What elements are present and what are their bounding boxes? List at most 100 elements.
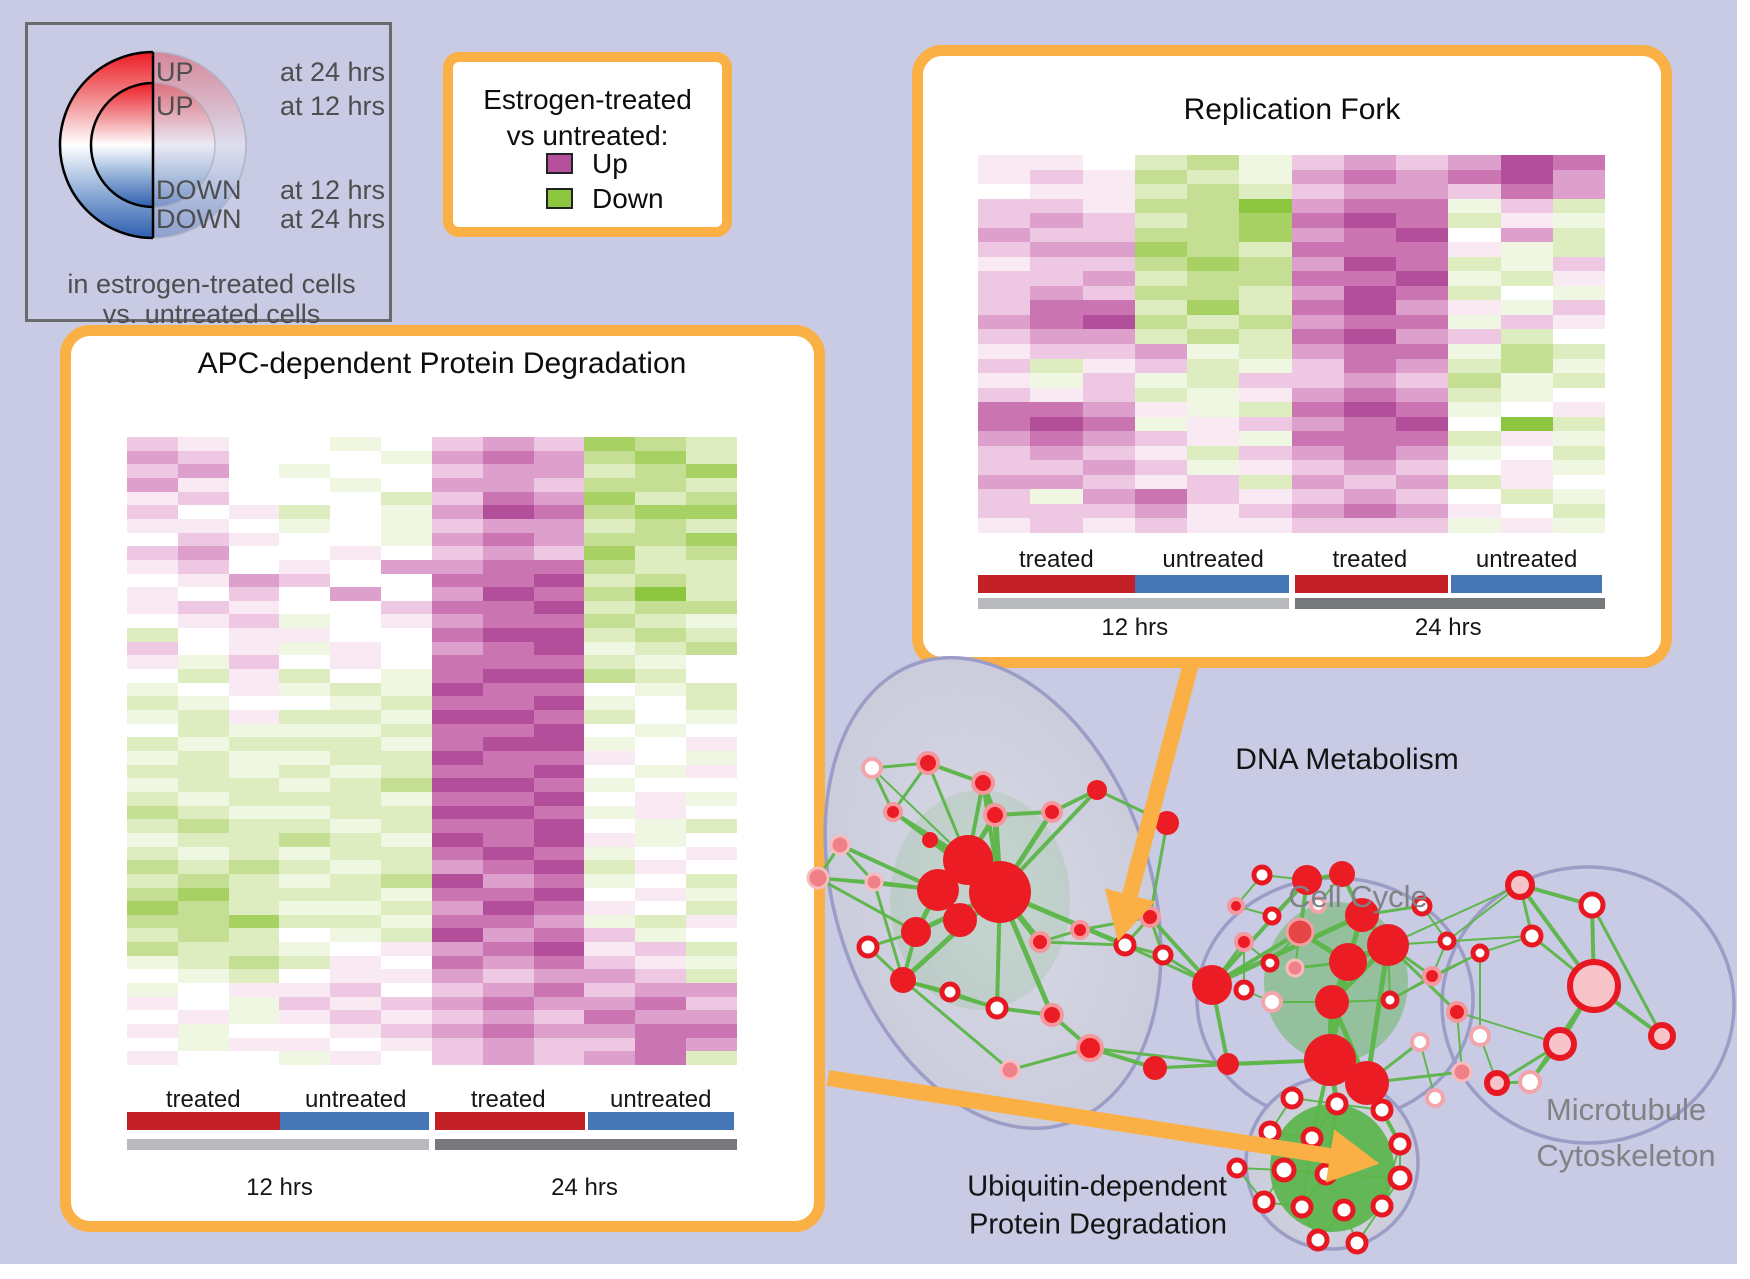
heatmap-cell [381,696,432,711]
heatmap-cell [228,860,280,874]
heatmap-cell [1552,358,1605,374]
heatmap-cell [1552,445,1605,461]
heatmap-cell [1291,271,1344,286]
heatmap-cell [1030,314,1083,330]
heatmap-cell [1134,489,1187,504]
heatmap-cell [228,819,280,833]
heatmap-cell [533,437,585,451]
heatmap-cell [482,600,534,615]
heatmap-cell [279,723,331,738]
heatmap-cell [686,737,737,751]
heatmap-cell [533,819,585,833]
heatmap-cell [1082,373,1135,388]
heatmap-cell [127,983,178,997]
heatmap-cell [584,628,636,642]
heatmap-cell [431,805,483,820]
heatmap-cell [482,1010,534,1025]
heatmap-cell [177,682,229,697]
heatmap-cell [1291,227,1344,243]
heatmap-cell [1030,155,1083,170]
heatmap-cell [978,460,1031,475]
heatmap-cell [177,764,229,779]
condition-label-treated-0: treated [165,1086,241,1113]
time-label-24-hrs: 24 hrs [551,1174,618,1201]
heatmap-cell [127,942,178,956]
time-bar-24 hrs [1294,598,1605,609]
heatmap-cell [1552,213,1605,228]
heatmap-cell [228,587,280,601]
heatmap-cell [127,655,178,670]
time-label-12-hrs: 12 hrs [1101,614,1169,641]
heatmap-cell [1239,184,1292,199]
heatmap-cell [686,464,737,478]
condition-color-bar [435,1112,585,1130]
heatmap-cell [1239,431,1292,446]
heatmap-cell [1082,213,1135,228]
heatmap-cell [482,860,534,874]
heatmap-cell [228,901,280,915]
heatmap-cell [1343,213,1396,228]
heatmap-cell [686,778,737,792]
heatmap-cell [584,532,636,547]
heatmap-cell [635,587,687,601]
heatmap-cell [1500,314,1553,330]
heatmap-cell [686,1037,737,1052]
time-label-12-hrs: 12 hrs [246,1174,313,1201]
heatmap-cell [533,791,585,806]
heatmap-cell [1082,445,1135,461]
heatmap-cell [533,832,585,847]
heatmap-cell [228,641,280,656]
heatmap-cell [1030,489,1083,504]
heatmap-cell [1291,242,1344,257]
heatmap-cell [431,996,483,1011]
heatmap-cell [431,464,483,478]
heatmap-cell [330,614,382,629]
heatmap-cell [482,819,534,833]
heatmap-cell [482,518,534,533]
heatmap-cell [1291,213,1344,228]
ring-direction-label-2: DOWN [156,175,242,205]
apc-panel-title: APC-dependent Protein Degradation [197,347,687,380]
heatmap-cell [482,546,534,560]
heatmap-cell [1134,373,1187,388]
heatmap-cell [1343,198,1396,214]
heatmap-cell [431,655,483,670]
network-node [1155,811,1179,835]
heatmap-cell [177,573,229,588]
heatmap-cell [533,983,585,997]
heatmap-cell [279,1051,331,1065]
heatmap-cell [686,942,737,956]
heatmap-cell [635,559,687,574]
network-node [1306,1228,1330,1252]
heatmap-cell [635,873,687,888]
heatmap-cell [686,491,737,506]
network-node [971,771,995,795]
network-edge [1364,944,1391,1084]
heatmap-cell [584,723,636,738]
down-swatch-label: Down [592,183,664,214]
heatmap-cell [1187,314,1240,330]
heatmap-cell [1343,169,1396,185]
heatmap-cell [228,969,280,984]
heatmap-cell [127,573,178,588]
heatmap-cell [635,928,687,943]
heatmap-cell [1396,387,1449,403]
heatmap-cell [1448,358,1501,374]
heatmap-cell [1343,314,1396,330]
network-node [1143,1056,1167,1080]
heatmap-cell [1343,431,1396,446]
network-node [1315,985,1349,1019]
heatmap-cell [1500,431,1553,446]
heatmap-cell [1291,387,1344,403]
network-edge [1446,884,1521,942]
network-node [1345,898,1379,932]
time-label-24-hrs: 24 hrs [1414,614,1482,641]
heatmap-cell [482,655,534,670]
heatmap-cell [1134,300,1187,315]
heatmap-cell [584,518,636,533]
heatmap-cell [381,614,432,629]
heatmap-cell [1030,300,1083,315]
heatmap-cell [635,546,687,560]
heatmap-cell [1396,344,1449,359]
heatmap-cell [686,655,737,670]
